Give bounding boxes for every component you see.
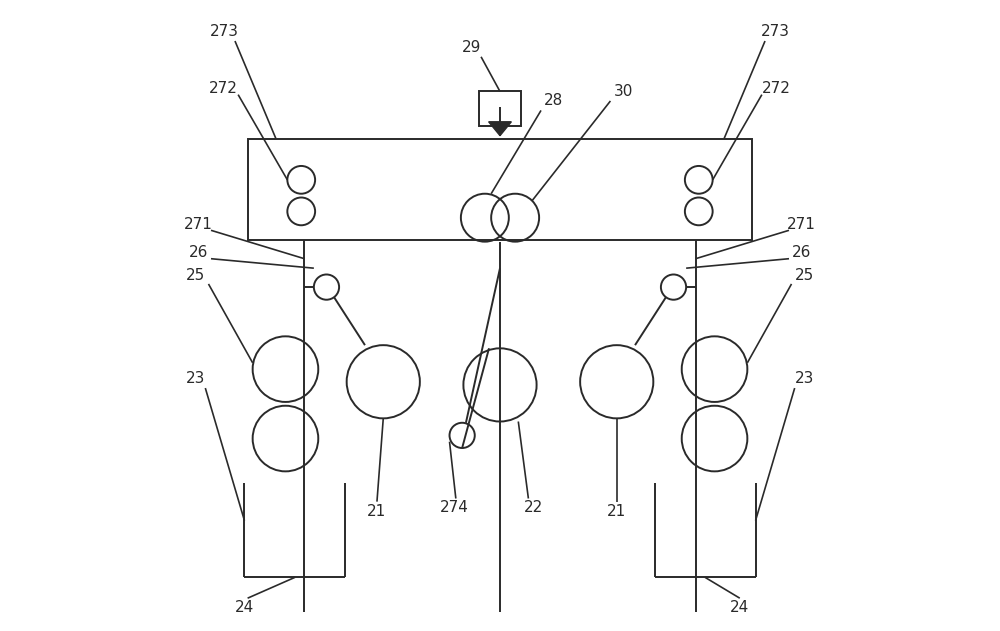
Text: 23: 23 — [794, 371, 814, 386]
Text: 271: 271 — [787, 216, 816, 232]
Text: 26: 26 — [792, 245, 811, 260]
Text: 28: 28 — [544, 93, 563, 109]
Text: 24: 24 — [235, 599, 254, 615]
Text: 30: 30 — [613, 84, 633, 99]
Text: 273: 273 — [210, 24, 239, 39]
Text: 273: 273 — [761, 24, 790, 39]
FancyArrow shape — [489, 122, 511, 136]
Text: 272: 272 — [209, 81, 238, 96]
Text: 23: 23 — [186, 371, 206, 386]
Text: 25: 25 — [795, 268, 814, 283]
Text: 272: 272 — [762, 81, 791, 96]
Text: 25: 25 — [186, 268, 205, 283]
Text: 26: 26 — [189, 245, 208, 260]
Text: 271: 271 — [184, 216, 213, 232]
Bar — [248, 139, 752, 240]
Bar — [479, 91, 521, 126]
Text: 21: 21 — [607, 504, 626, 519]
Text: 22: 22 — [524, 500, 543, 516]
Text: 21: 21 — [367, 504, 387, 519]
Text: 29: 29 — [462, 40, 481, 55]
Text: 24: 24 — [730, 599, 749, 615]
Text: 274: 274 — [439, 500, 468, 516]
